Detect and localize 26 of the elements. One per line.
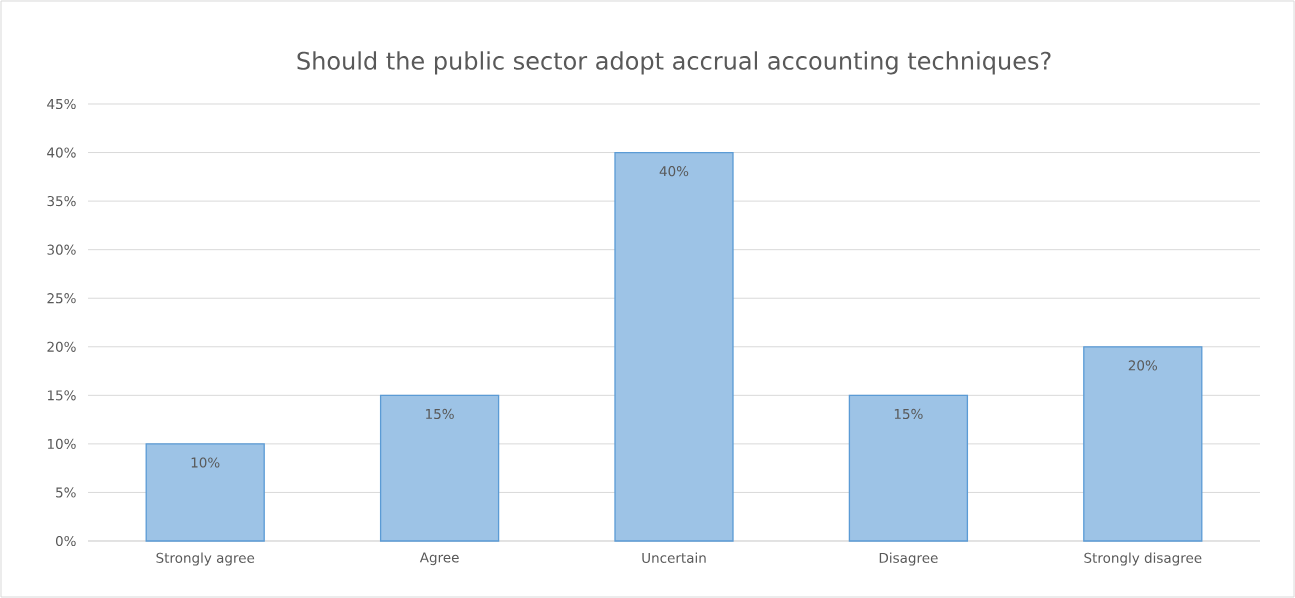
data-label: 40%	[659, 166, 689, 177]
data-label: 15%	[894, 408, 923, 420]
data-label: 10%	[191, 457, 220, 468]
x-tick-label: Agree	[419, 552, 459, 566]
y-tick-label: 0%	[55, 535, 76, 547]
y-tick-label: 45%	[47, 98, 76, 110]
x-tick-label: Strongly disagree	[1084, 552, 1202, 566]
data-label: 20%	[1128, 360, 1158, 371]
y-tick-label: 10%	[47, 438, 76, 449]
bar	[848, 394, 969, 542]
y-tick-label: 40%	[47, 147, 76, 158]
y-tick-label: 30%	[47, 244, 76, 255]
data-label: 15%	[426, 408, 454, 420]
y-tick-label: 5%	[56, 487, 76, 498]
chart-title: Should the public sector adopt accrual accounting techniques?	[297, 51, 1051, 75]
bar	[614, 151, 734, 542]
x-tick-label: Disagree	[879, 552, 938, 566]
bar	[379, 394, 500, 542]
x-tick-label: Uncertain	[642, 552, 706, 563]
y-tick-label: 35%	[47, 196, 76, 207]
bar	[1083, 346, 1203, 542]
bar	[145, 443, 265, 542]
y-tick-label: 15%	[47, 390, 76, 401]
y-tick-label: 20%	[47, 341, 76, 352]
x-tick-label: Strongly agree	[156, 552, 255, 566]
y-tick-label: 25%	[47, 293, 76, 304]
